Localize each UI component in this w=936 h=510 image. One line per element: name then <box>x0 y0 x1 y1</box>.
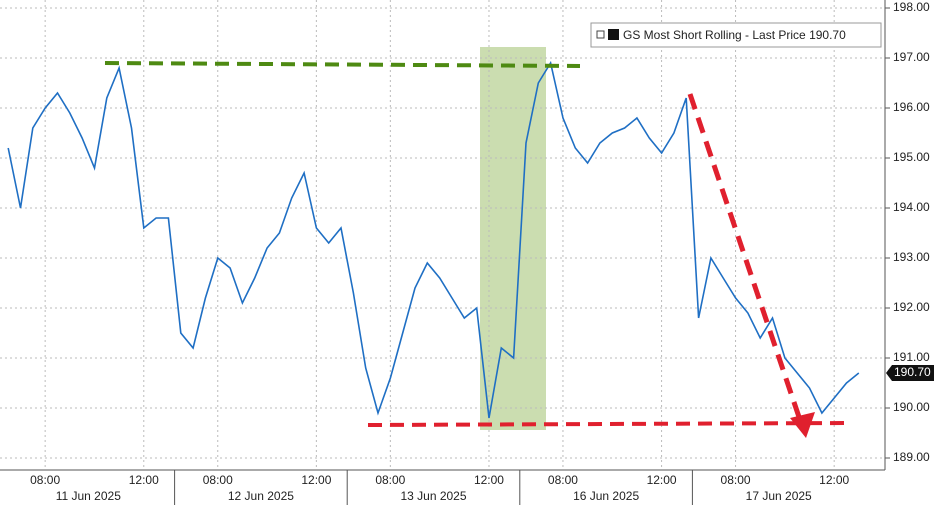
legend-swatch <box>608 29 619 40</box>
y-tick-label: 191.00 <box>893 350 930 364</box>
y-tick-label: 189.00 <box>893 450 930 464</box>
date-label: 16 Jun 2025 <box>573 489 639 503</box>
x-tick-label: 12:00 <box>647 473 677 487</box>
x-tick-label: 08:00 <box>721 473 751 487</box>
y-tick-label: 197.00 <box>893 50 930 64</box>
y-tick-label: 192.00 <box>893 300 930 314</box>
date-label: 13 Jun 2025 <box>400 489 466 503</box>
y-tick-label: 193.00 <box>893 250 930 264</box>
trend-arrow <box>687 93 803 421</box>
y-tick-label: 194.00 <box>893 200 930 214</box>
highlight-region <box>480 47 546 430</box>
x-tick-label: 08:00 <box>203 473 233 487</box>
x-tick-label: 08:00 <box>30 473 60 487</box>
x-tick-label: 12:00 <box>301 473 331 487</box>
support-line <box>367 421 846 427</box>
price-line <box>7 60 860 419</box>
date-label: 17 Jun 2025 <box>746 489 812 503</box>
legend-toggle[interactable] <box>596 30 605 39</box>
legend-last: 190.70 <box>809 28 846 42</box>
x-tick-label: 12:00 <box>129 473 159 487</box>
arrow-head <box>790 412 815 438</box>
legend-box <box>590 22 882 48</box>
y-tick-label: 196.00 <box>893 100 930 114</box>
resistance-line <box>104 61 581 68</box>
y-tick-label: 195.00 <box>893 150 930 164</box>
last-price-tag <box>886 365 934 381</box>
date-label: 11 Jun 2025 <box>56 489 121 503</box>
y-tick-label: 190.00 <box>893 400 930 414</box>
x-tick-label: 08:00 <box>548 473 578 487</box>
x-tick-label: 12:00 <box>819 473 849 487</box>
date-label: 12 Jun 2025 <box>228 489 294 503</box>
x-tick-label: 12:00 <box>474 473 504 487</box>
y-tick-label: 198.00 <box>893 0 930 14</box>
legend: GS Most Short Rolling - Last Price 190.7… <box>590 22 882 48</box>
legend-text: GS Most Short Rolling - Last Price 190.7… <box>623 28 846 42</box>
last-price-label: 190.70 <box>894 365 931 379</box>
legend-name: GS Most Short Rolling - Last Price <box>623 28 806 42</box>
x-tick-label: 08:00 <box>375 473 405 487</box>
